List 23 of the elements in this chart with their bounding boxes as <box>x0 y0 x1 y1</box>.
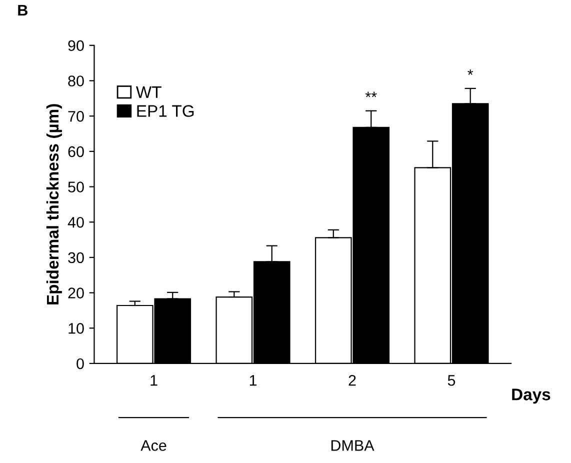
legend-label: EP1 TG <box>137 105 194 117</box>
text: DMBA <box>331 440 374 451</box>
text: Days <box>512 388 550 404</box>
y-tick-label: 30 <box>68 252 84 264</box>
annotation: * <box>468 70 474 75</box>
text: B <box>18 5 28 16</box>
text: Ace <box>140 440 166 451</box>
x-tick-label: 1 <box>250 375 257 386</box>
x-tick-label: 1 <box>150 375 158 386</box>
y-tick-label: 0 <box>76 358 84 370</box>
legend-label: WT <box>136 86 162 98</box>
annotation: ** <box>365 92 377 98</box>
y-tick-label: 50 <box>68 182 84 192</box>
y-tick-label: 80 <box>68 76 84 86</box>
y-axis-title: Epidermal thickness (µm) <box>46 104 62 304</box>
y-tick-label: 20 <box>68 288 84 298</box>
x-tick-label: 5 <box>448 375 456 386</box>
x-tick-label: 2 <box>348 374 356 386</box>
y-tick-label: 10 <box>68 322 84 334</box>
y-tick-label: 90 <box>68 40 84 52</box>
y-tick-label: 70 <box>68 110 84 122</box>
y-tick-label: 60 <box>68 146 84 158</box>
y-tick-label: 40 <box>68 216 84 228</box>
